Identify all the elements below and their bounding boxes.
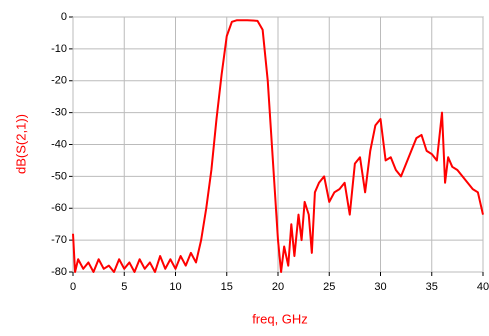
x-tick-label: 30 (374, 281, 386, 293)
y-axis-label: dB(S(2,1)) (13, 114, 28, 174)
x-tick-label: 0 (70, 281, 76, 293)
y-tick-label: -40 (51, 138, 67, 150)
x-tick-label: 10 (169, 281, 181, 293)
y-tick-label: -80 (51, 266, 67, 278)
y-tick-label: -30 (51, 107, 67, 119)
y-tick-label: -10 (51, 43, 67, 55)
x-tick-label: 20 (272, 281, 284, 293)
x-tick-label: 40 (477, 281, 489, 293)
x-axis-label: freq, GHz (252, 311, 308, 326)
y-tick-label: -20 (51, 75, 67, 87)
x-tick-label: 15 (221, 281, 233, 293)
x-tick-label: 5 (121, 281, 127, 293)
data-line (72, 19, 484, 273)
y-tick-label: -60 (51, 202, 67, 214)
x-tick-label: 25 (323, 281, 335, 293)
y-tick-label: -50 (51, 170, 67, 182)
y-tick-label: 0 (61, 11, 67, 23)
x-tick-label: 35 (426, 281, 438, 293)
y-tick-label: -70 (51, 234, 67, 246)
